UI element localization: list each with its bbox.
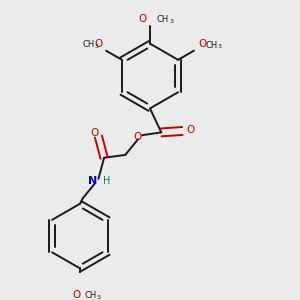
Text: O: O <box>73 290 81 300</box>
Text: CH: CH <box>156 15 168 24</box>
Text: N: N <box>88 176 98 186</box>
Text: 3: 3 <box>96 295 100 300</box>
Text: O: O <box>94 39 102 49</box>
Text: H: H <box>103 176 110 186</box>
Text: 3: 3 <box>217 44 221 49</box>
Text: CH: CH <box>82 40 94 49</box>
Text: 3: 3 <box>169 19 173 24</box>
Text: 3: 3 <box>95 44 99 49</box>
Text: O: O <box>139 14 147 24</box>
Text: O: O <box>133 132 141 142</box>
Text: O: O <box>198 39 206 49</box>
Text: O: O <box>90 128 98 138</box>
Text: O: O <box>186 125 195 135</box>
Text: CH: CH <box>205 40 218 50</box>
Text: CH: CH <box>84 291 96 300</box>
